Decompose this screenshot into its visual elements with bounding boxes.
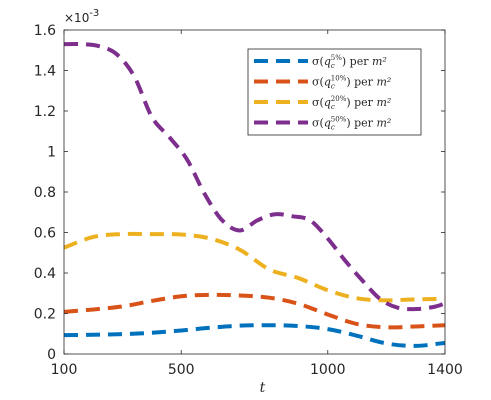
- series-layer: [63, 42, 446, 348]
- legend-label-4: σ(qc50%) per m²: [312, 116, 391, 132]
- x-tick-label: 1000: [310, 362, 346, 378]
- y-tick-label: 0: [47, 347, 56, 363]
- x-tick-label: 1400: [427, 362, 463, 378]
- y-exponent-label: ×10-3: [64, 8, 99, 25]
- axes-layer: 100 500 1000 1400 0 0.2 0.4 0.6 0.8 1 1.2 1.4 1.6 ×10…: [34, 8, 463, 396]
- legend: σ(qc5%) per m² σ(qc10%) per m² σ(qc20%) pe…: [247, 48, 422, 136]
- y-tick-label: 1.4: [34, 64, 56, 80]
- legend-label-3: σ(qc20%) per m²: [312, 95, 391, 111]
- y-tick-label: 1.6: [34, 23, 56, 39]
- series-line-4: [63, 42, 446, 312]
- y-tick-label: 0.8: [34, 185, 56, 201]
- x-tick-label: 500: [168, 362, 195, 378]
- x-tick-label: 100: [51, 362, 78, 378]
- series-line-3: [63, 231, 446, 303]
- legend-label-1: σ(qc5%) per m²: [312, 54, 387, 70]
- y-tick-label: 0.6: [34, 226, 56, 242]
- y-tick-label: 1.2: [34, 104, 56, 120]
- y-tick-label: 0.2: [34, 307, 56, 323]
- x-axis-label: t: [260, 380, 266, 396]
- y-tick-label: 0.4: [34, 266, 56, 282]
- y-tick-label: 1: [47, 145, 56, 161]
- legend-label-2: σ(qc10%) per m²: [312, 75, 391, 91]
